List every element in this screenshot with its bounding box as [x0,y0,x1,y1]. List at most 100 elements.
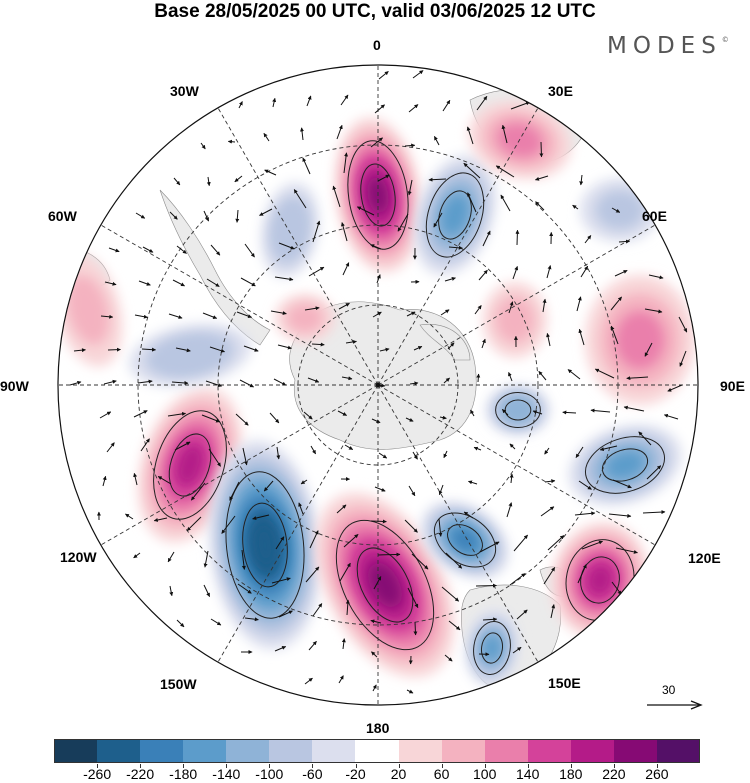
wind-vector [341,376,353,381]
wind-vector [373,576,382,590]
wind-vector [332,185,341,208]
longitude-label-0: 0 [373,37,381,53]
wind-vector [379,347,390,352]
longitude-label-90e: 90E [720,378,745,394]
wind-vector [142,246,154,253]
wind-vector [447,342,455,350]
colorbar-tick-label: -20 [345,766,366,782]
wind-vector [134,314,148,319]
wind-vector [293,189,307,209]
wind-vector [209,346,225,353]
wind-vector [371,418,381,424]
wind-vector [375,383,386,388]
wind-vector [463,511,474,519]
wind-vector [408,485,416,497]
wind-vector [263,480,274,492]
meridian-8 [100,384,379,546]
colorbar-swatch [140,739,184,763]
wind-vector [264,169,277,176]
wind-vector [168,313,183,319]
contour-anom-d [153,410,227,520]
wind-vector [444,277,456,282]
wind-vector [307,377,320,383]
colorbar-tick [140,764,142,768]
wind-vector [309,530,319,549]
wind-vector [567,369,581,380]
wind-vector [516,609,528,620]
wind-vector [608,513,632,518]
anomaly-negative-anom-k [465,610,519,686]
wind-vector [274,646,287,652]
wind-vector [443,450,448,459]
wind-vector [340,94,349,106]
wind-vector [203,550,209,568]
wind-vector [463,162,481,179]
wind-vector [512,266,519,280]
wind-vector [138,280,151,286]
contour-anom-h [585,436,665,494]
wind-vector [412,70,424,79]
colorbar-swatch [312,739,356,763]
wind-vector [202,312,218,319]
wind-vector [515,229,520,246]
wind-vector [104,281,117,286]
wind-vector [173,177,181,186]
wind-vector [615,547,638,554]
wind-vector [413,345,423,351]
map-title: Base 28/05/2025 00 UTC, valid 03/06/2025… [154,1,596,22]
anomaly-positive-anom-l [468,100,572,180]
wind-vector [618,239,630,244]
wind-vector [171,380,189,385]
wind-vector [221,515,236,534]
wind-vector [476,95,488,111]
wind-vector [372,684,377,692]
wind-vector [237,583,252,594]
anomaly-negative-anom-h [568,424,682,506]
reference-vector-value: 30 [662,683,676,697]
wind-vector [612,479,632,489]
contour-lines [153,140,665,675]
wind-vector [501,124,508,144]
wind-vector [474,305,482,315]
wind-vector [103,379,117,385]
colorbar-tick-label: 60 [433,766,450,782]
wind-vector [205,380,222,387]
wind-vector [278,242,295,250]
wind-vector [235,209,240,223]
colorbar-swatch [54,739,98,763]
wind-vector [371,651,378,658]
wind-vector [397,213,409,232]
wind-vector [578,328,585,346]
wind-vector [374,104,385,114]
colorbar-tick-label: -260 [83,766,112,782]
anomaly-positive-anom-m [483,282,547,358]
longitude-label-30w: 30W [170,83,199,99]
colorbar-swatch [226,739,270,763]
wind-vector [577,564,587,584]
colorbar-tick-label: -180 [169,766,198,782]
wind-vector [441,586,460,602]
colorbar-tick [570,764,572,768]
wind-vector [210,244,221,256]
wind-vector [501,409,509,416]
wind-vector [99,411,112,419]
colorbar-tick-label: 180 [559,766,583,782]
contour-anom-f [335,519,435,651]
wind-vector [339,562,351,582]
wind-vector [210,618,222,626]
wind-vector [546,265,552,279]
anomaly-negative-anom-c [261,182,319,278]
wind-vector [442,99,451,112]
wind-vector [338,675,344,684]
wind-vector [274,276,294,282]
wind-vector [599,445,618,452]
wind-vector [482,617,498,622]
wind-vector [374,486,386,492]
wind-vector [438,518,443,537]
colorbar-tick-label: 260 [645,766,669,782]
longitude-label-150w: 150W [160,676,197,692]
wind-vector [411,553,429,570]
wind-vector [667,384,683,392]
wind-vector [428,177,447,182]
wind-vector [108,247,120,253]
